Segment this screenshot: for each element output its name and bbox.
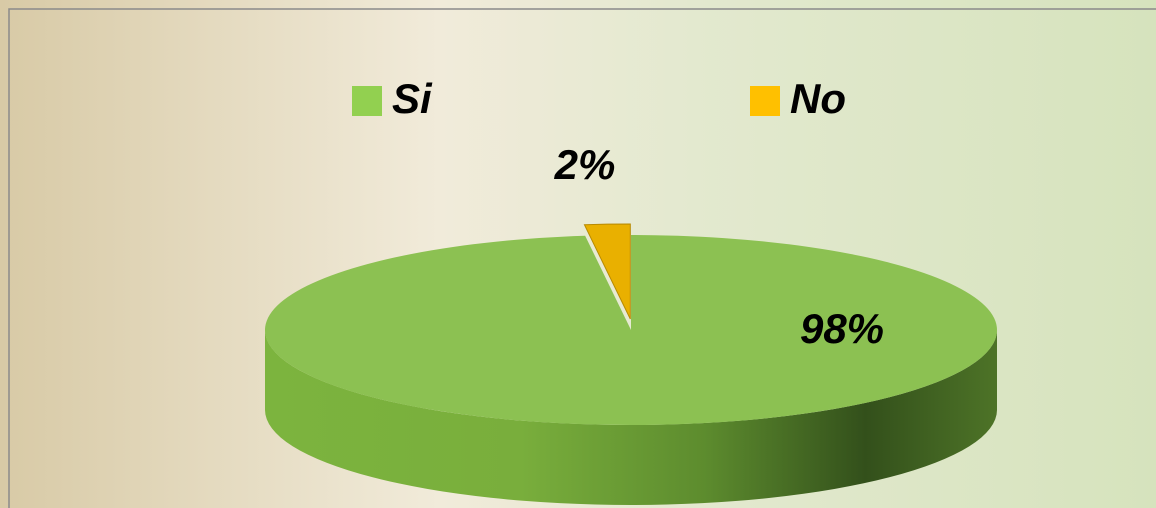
frame [8,8,1156,508]
data-label: 2% [554,141,616,188]
legend-swatch [750,86,780,116]
slice [264,235,997,425]
slice-side [265,330,997,505]
legend-swatch [352,86,382,116]
legend-label: Si [392,75,433,122]
slice [583,223,631,320]
legend-label: No [790,75,846,122]
data-label: 98% [800,305,884,352]
